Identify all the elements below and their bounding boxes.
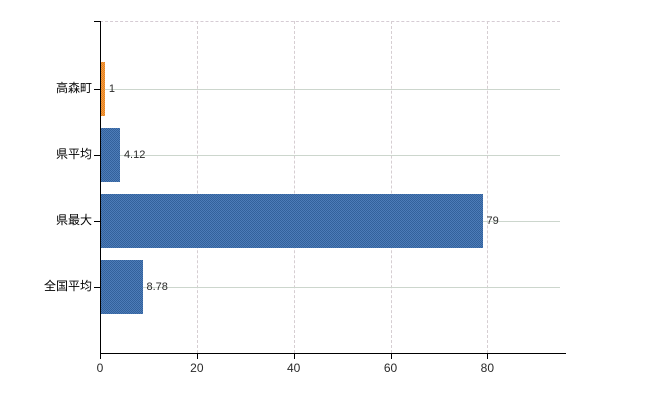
bar-value-label: 8.78 [146,281,168,293]
x-tick-label: 0 [96,361,104,375]
y-axis-line [100,21,101,353]
plot-area: 1 4.12 79 8.78 [100,21,560,353]
x-axis-line [100,353,566,354]
x-tick-label: 60 [383,361,398,375]
y-axis-tick [94,155,100,156]
horizontal-gridline [100,89,560,90]
y-axis-tick [94,21,100,22]
y-axis-tick [94,221,100,222]
vertical-gridline [293,21,295,353]
x-axis-tick [196,354,198,359]
x-axis-tick [487,354,489,359]
vertical-gridline [487,21,489,353]
category-label: 県最大 [55,213,92,227]
x-tick-label: 20 [190,361,204,375]
horizontal-gridline [100,287,560,288]
bar-3 [100,194,483,248]
bar-1 [100,62,105,116]
vertical-gridline [196,21,198,353]
category-label: 全国平均 [43,279,92,293]
bar-value-label: 1 [108,83,115,95]
bar-value-label: 4.12 [123,149,146,161]
x-tick-label: 40 [286,361,301,375]
bar-4 [100,260,143,314]
x-axis-tick [293,354,295,359]
horizontal-gridline [100,155,560,156]
bar-value-label: 79 [486,215,499,227]
y-axis-tick [94,89,100,90]
category-label: 県平均 [55,147,92,161]
category-label: 高森町 [55,81,92,95]
y-axis-tick [94,287,100,288]
vertical-gridline [390,21,392,353]
plot-top-border [100,21,560,22]
x-tick-label: 80 [480,361,495,375]
bar-2 [100,128,120,182]
x-axis-tick [100,354,101,359]
x-axis-tick [390,354,392,359]
